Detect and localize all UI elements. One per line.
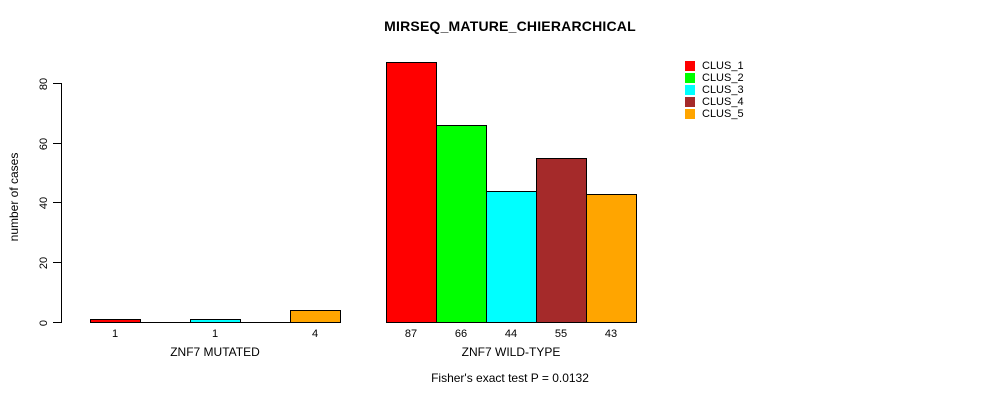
legend-swatch-clus_4: [685, 97, 695, 107]
bar-value-label: 87: [404, 328, 418, 340]
bar-value-label: 4: [311, 328, 319, 340]
y-tick-mark: [53, 83, 61, 84]
legend-item-clus_4: CLUS_4: [685, 96, 744, 108]
y-tick-mark: [53, 143, 61, 144]
group-label-znf7-mutated: ZNF7 MUTATED: [170, 345, 260, 359]
y-tick-label: 0: [38, 319, 50, 327]
bar-clus_1: [386, 62, 437, 323]
bar-clus_1: [90, 319, 141, 323]
legend-label: CLUS_5: [702, 108, 744, 120]
y-tick-mark: [53, 322, 61, 323]
legend-label: CLUS_2: [702, 72, 744, 84]
legend-swatch-clus_1: [685, 61, 695, 71]
bar-clus_5: [586, 194, 637, 323]
zero-height-bar-clus_2: [140, 322, 191, 323]
bar-clus_5: [290, 310, 341, 323]
bar-value-label: 43: [604, 328, 618, 340]
bar-value-label: 1: [211, 328, 219, 340]
bar-clus_3: [190, 319, 241, 323]
bar-value-label: 44: [504, 328, 518, 340]
y-tick-label: 80: [38, 77, 50, 91]
chart-title: MIRSEQ_MATURE_CHIERARCHICAL: [384, 18, 636, 34]
y-tick-mark: [53, 262, 61, 263]
y-tick-label: 20: [38, 256, 50, 270]
fisher-test-annotation: Fisher's exact test P = 0.0132: [431, 371, 589, 385]
y-axis-line: [61, 83, 62, 323]
bar-clus_4: [536, 158, 587, 323]
y-tick-mark: [53, 202, 61, 203]
legend-item-clus_3: CLUS_3: [685, 84, 744, 96]
legend-item-clus_5: CLUS_5: [685, 108, 744, 120]
legend-item-clus_2: CLUS_2: [685, 72, 744, 84]
legend-swatch-clus_2: [685, 73, 695, 83]
legend-swatch-clus_3: [685, 85, 695, 95]
legend-label: CLUS_1: [702, 60, 744, 72]
bar-value-label: 1: [111, 328, 119, 340]
legend-label: CLUS_3: [702, 84, 744, 96]
legend-label: CLUS_4: [702, 96, 744, 108]
bar-value-label: 66: [454, 328, 468, 340]
legend: CLUS_1 CLUS_2 CLUS_3 CLUS_4 CLUS_5: [685, 60, 744, 120]
group-label-znf7-wild-type: ZNF7 WILD-TYPE: [461, 345, 561, 359]
zero-height-bar-clus_4: [240, 322, 291, 323]
y-tick-label: 40: [38, 196, 50, 210]
y-axis-title: number of cases: [7, 152, 21, 242]
bar-clus_2: [436, 125, 487, 323]
y-tick-label: 60: [38, 137, 50, 151]
legend-swatch-clus_5: [685, 109, 695, 119]
bar-clus_3: [486, 191, 537, 323]
bar-value-label: 55: [554, 328, 568, 340]
legend-item-clus_1: CLUS_1: [685, 60, 744, 72]
